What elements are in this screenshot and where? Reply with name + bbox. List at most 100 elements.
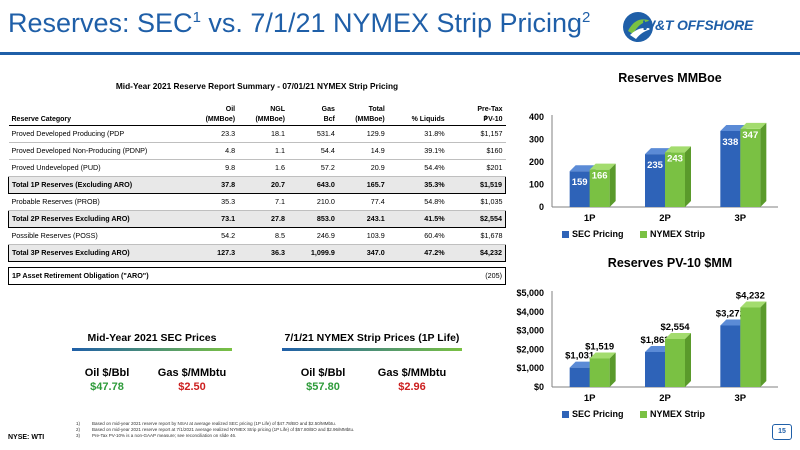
table-cell: 31.8% <box>387 125 448 143</box>
table-cell: 39.1% <box>387 142 448 160</box>
footnote: 1) Based on mid-year 2021 reserve report … <box>76 421 354 427</box>
bar-face <box>645 154 665 207</box>
bar-data-label: $2,554 <box>660 322 690 333</box>
bar-top <box>740 122 767 129</box>
chart-legend: SEC Pricing NYMEX Strip <box>562 229 706 239</box>
legend-label: SEC Pricing <box>572 229 624 239</box>
footnote-number: 1) <box>76 421 81 426</box>
table-cell: 8.5 <box>238 227 289 245</box>
table-cell: 129.9 <box>337 125 388 143</box>
legend-label: SEC Pricing <box>572 409 624 419</box>
ticker-label: NYSE: WTI <box>8 434 45 441</box>
table-cell: 73.1 <box>183 210 239 228</box>
bar-data-label: 166 <box>592 171 608 182</box>
x-tick-label: 2P <box>659 213 671 224</box>
bar-top <box>569 165 596 172</box>
row-label: Possible Reserves (POSS) <box>8 227 184 245</box>
table-cell: $2,554 <box>447 210 506 228</box>
aro-value: (205) <box>447 267 506 285</box>
column-header: % Liquids <box>387 115 448 126</box>
table-cell: 9.8 <box>183 159 239 177</box>
bar-data-label: $1,519 <box>585 341 614 352</box>
swirl-logo-icon <box>623 12 653 42</box>
y-tick-label: 200 <box>529 157 544 167</box>
table-cell: 18.1 <box>238 125 289 143</box>
aro-label: 1P Asset Retirement Obligation ("ARO") <box>7 267 448 285</box>
table-title: Mid-Year 2021 Reserve Report Summary - 0… <box>115 81 399 91</box>
y-tick-label: $1,000 <box>516 363 544 373</box>
sec-oil-price: Oil $/Bbl $47.78 <box>72 367 142 393</box>
bar-face <box>589 169 610 207</box>
y-tick-label: 300 <box>529 135 544 145</box>
legend-swatch <box>562 411 569 418</box>
table-cell: $1,519 <box>447 176 506 194</box>
table-total-row: Total 1P Reserves (Excluding ARO) 37.8 20.… <box>8 176 506 194</box>
bar-side <box>685 332 691 387</box>
table-cell: 23.3 <box>183 125 239 143</box>
footnote-text: Based on mid-year 2021 reserve report by… <box>92 421 337 426</box>
sec-prices-divider <box>72 348 232 351</box>
nymex-oil-value: $57.80 <box>306 381 340 393</box>
table-cell: 20.9 <box>337 159 388 177</box>
aro-row: 1P Asset Retirement Obligation ("ARO") (2… <box>7 267 506 285</box>
table-row: Probable Reserves (PROB) 35.3 7.1 210.0 77.4… <box>8 193 506 211</box>
nymex-gas-label: Gas $/MMbtu <box>377 367 447 379</box>
bar-nymex-3P <box>740 301 767 387</box>
x-tick-label: 3P <box>735 213 747 224</box>
sec-prices-title: Mid-Year 2021 SEC Prices <box>87 332 217 344</box>
bar-nymex-1P <box>589 352 616 387</box>
column-header: Pre-Tax <box>477 106 503 113</box>
bar-top <box>665 332 691 339</box>
table-cell: 853.0 <box>288 210 338 228</box>
y-tick-label: 0 <box>539 202 544 212</box>
table-cell: $1,678 <box>447 227 506 245</box>
bar-face <box>569 367 590 387</box>
nymex-oil-price: Oil $/Bbl $57.80 <box>288 367 358 393</box>
nymex-prices-divider <box>282 348 462 351</box>
table-cell: 246.9 <box>288 227 338 245</box>
x-tick-label: 1P <box>584 393 596 404</box>
column-header: (MMBoe) <box>238 115 289 126</box>
y-tick-label: 400 <box>529 112 544 122</box>
column-header: Bcf <box>288 115 338 126</box>
table-cell: 1,099.9 <box>288 244 338 262</box>
x-tick-label: 3P <box>735 393 747 404</box>
bar-data-label: 235 <box>647 160 664 171</box>
bar-top <box>720 319 747 326</box>
table-total-row: Total 3P Reserves Excluding ARO) 127.3 36.… <box>8 244 506 262</box>
table-total-row: Total 2P Reserves Excluding ARO) 73.1 27.8… <box>8 210 506 228</box>
bar-nymex-2P <box>665 332 691 387</box>
x-tick-label: 1P <box>584 213 596 224</box>
bar-top <box>645 345 671 352</box>
row-label: Proved Developed Non-Producing (PDNP) <box>8 142 184 160</box>
y-tick-label: $0 <box>534 382 544 392</box>
x-tick-label: 2P <box>659 393 671 404</box>
table-cell: 243.1 <box>337 210 388 228</box>
table-cell: 54.4% <box>387 159 448 177</box>
company-logo-text: W&T OFFSHORE <box>642 17 754 33</box>
sec-gas-price: Gas $/MMbtu $2.50 <box>150 367 234 393</box>
bar-side <box>609 163 616 207</box>
footnotes: 1) Based on mid-year 2021 reserve report … <box>76 421 354 439</box>
title-footnote-1: 1 <box>192 9 201 26</box>
bar-data-label: $3,272 <box>716 308 745 319</box>
footnote: 2) Based on mid-year 2021 reserve report … <box>76 427 354 433</box>
bar-face <box>720 325 741 387</box>
bar-face <box>740 128 761 207</box>
legend-swatch <box>640 231 647 238</box>
table-cell: 37.8 <box>183 176 239 194</box>
legend-swatch <box>562 231 569 238</box>
nymex-prices-title: 7/1/21 NYMEX Strip Prices (1P Life) <box>284 332 460 344</box>
table-cell: $201 <box>447 159 506 177</box>
bar-top <box>720 124 747 131</box>
bar-face <box>665 152 685 207</box>
legend-label: NYMEX Strip <box>650 229 706 239</box>
nymex-prices-panel: 7/1/21 NYMEX Strip Prices (1P Life) Oil … <box>282 332 462 393</box>
table-cell: $1,035 <box>447 193 506 211</box>
table-row: Proved Developed Producing (PDP 23.3 18.1 5… <box>8 125 506 143</box>
bar-face <box>569 171 590 207</box>
row-label: Total 2P Reserves Excluding ARO) <box>8 210 184 228</box>
table-cell: 127.3 <box>183 244 239 262</box>
table-cell: 531.4 <box>288 125 338 143</box>
row-label: Proved Undeveloped (PUD) <box>8 159 184 177</box>
